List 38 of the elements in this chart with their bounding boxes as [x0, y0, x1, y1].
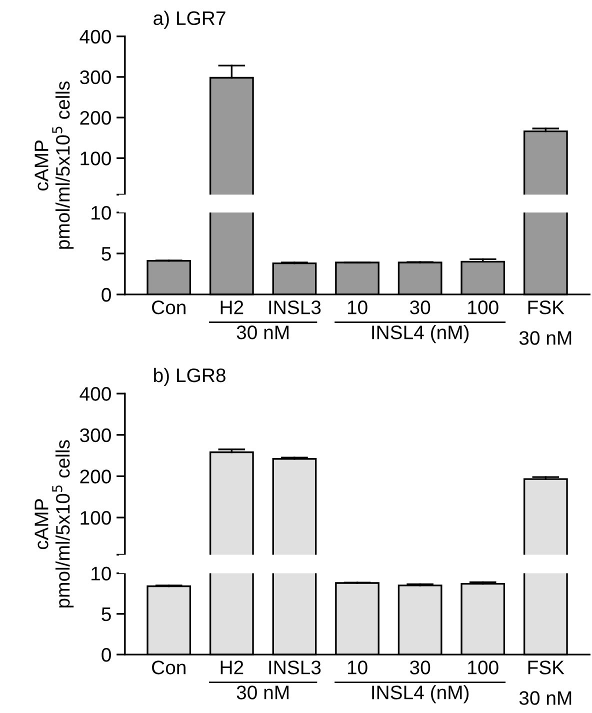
x-tick-label: 100: [468, 660, 498, 674]
chart-title: b) LGR8: [154, 368, 226, 386]
y-tick-label: 0: [102, 288, 111, 302]
y-tick-label: 400: [80, 387, 111, 401]
y-tick-label: 10: [92, 206, 111, 220]
x-tick-label: 10: [348, 300, 368, 314]
y-tick-label: 100: [80, 152, 111, 166]
x-tick-label: Con: [152, 300, 186, 314]
x-tick-label: FSK: [528, 300, 564, 314]
y-tick-label: 400: [80, 30, 111, 44]
y-axis-title: cAMP pmol/ml/5x10$^{5}$ cells: [34, 440, 74, 608]
text: 30 nM: [236, 686, 288, 700]
text: 30 nM: [519, 691, 572, 705]
x-tick-label: INSL3: [269, 300, 321, 314]
text: INSL4 (nM): [372, 685, 469, 704]
y-tick-label: 10: [92, 566, 111, 580]
x-tick-label: INSL3: [269, 660, 321, 674]
x-tick-label: H2: [220, 660, 244, 674]
y-tick-label: 5: [102, 247, 111, 261]
text: INSL4 (nM): [372, 325, 469, 344]
x-tick-label: Con: [152, 660, 186, 674]
chart-title: a) LGR7: [154, 10, 226, 29]
y-tick-label: 300: [80, 428, 111, 442]
x-tick-label: 10: [348, 660, 368, 674]
x-tick-label: 30: [410, 660, 430, 674]
text: 30 nM: [236, 326, 288, 340]
x-tick-label: 100: [468, 300, 498, 314]
x-tick-label: FSK: [528, 660, 564, 674]
x-tick-label: H2: [220, 300, 244, 314]
y-tick-label: 100: [80, 510, 111, 525]
y-axis-title: cAMP pmol/ml/5x10$^{5}$ cells: [34, 81, 74, 249]
x-tick-label: 30: [410, 300, 430, 314]
text: 30 nM: [519, 331, 572, 345]
y-tick-label: 200: [80, 470, 111, 484]
y-tick-label: 0: [102, 648, 111, 662]
y-tick-label: 200: [80, 111, 111, 125]
y-tick-label: 300: [80, 70, 111, 84]
y-tick-label: 5: [102, 608, 111, 622]
